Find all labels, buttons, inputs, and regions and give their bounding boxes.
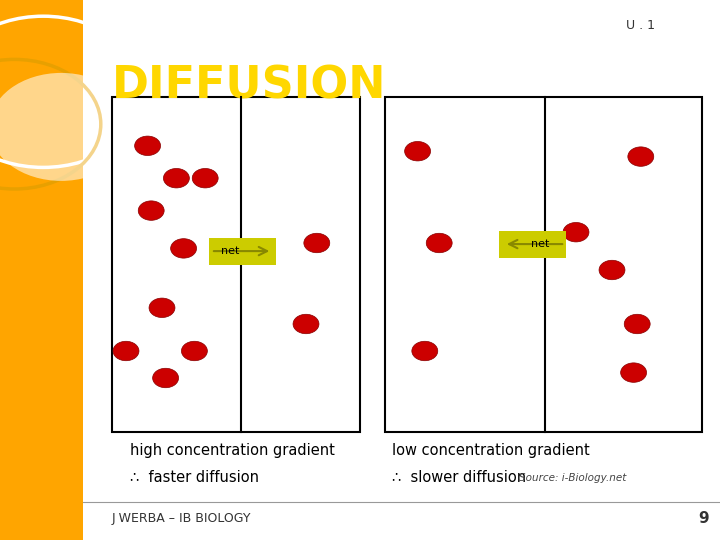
Circle shape xyxy=(171,239,197,258)
Text: low concentration gradient: low concentration gradient xyxy=(392,443,590,458)
Circle shape xyxy=(135,136,161,156)
Text: Source: i-Biology.net: Source: i-Biology.net xyxy=(519,473,626,483)
Text: ∴  faster diffusion: ∴ faster diffusion xyxy=(130,470,258,485)
Circle shape xyxy=(192,168,218,188)
Circle shape xyxy=(138,201,164,220)
Text: DIFFUSION: DIFFUSION xyxy=(112,65,386,108)
Circle shape xyxy=(0,73,133,181)
Text: ∴  slower diffusion: ∴ slower diffusion xyxy=(392,470,526,485)
Text: net: net xyxy=(531,239,549,249)
Circle shape xyxy=(563,222,589,242)
FancyBboxPatch shape xyxy=(385,97,702,432)
Circle shape xyxy=(405,141,431,161)
Text: high concentration gradient: high concentration gradient xyxy=(130,443,335,458)
FancyBboxPatch shape xyxy=(0,0,83,540)
Circle shape xyxy=(153,368,179,388)
FancyBboxPatch shape xyxy=(499,231,566,258)
FancyBboxPatch shape xyxy=(209,238,276,265)
FancyBboxPatch shape xyxy=(112,97,360,432)
Circle shape xyxy=(163,168,189,188)
Circle shape xyxy=(293,314,319,334)
Circle shape xyxy=(624,314,650,334)
Text: net: net xyxy=(221,246,240,256)
Circle shape xyxy=(149,298,175,318)
Circle shape xyxy=(412,341,438,361)
Circle shape xyxy=(621,363,647,382)
Circle shape xyxy=(113,341,139,361)
Circle shape xyxy=(426,233,452,253)
Circle shape xyxy=(181,341,207,361)
Circle shape xyxy=(628,147,654,166)
Text: U . 1: U . 1 xyxy=(626,19,655,32)
Circle shape xyxy=(304,233,330,253)
Text: J WERBA – IB BIOLOGY: J WERBA – IB BIOLOGY xyxy=(112,512,251,525)
Circle shape xyxy=(599,260,625,280)
Text: 9: 9 xyxy=(698,511,709,526)
